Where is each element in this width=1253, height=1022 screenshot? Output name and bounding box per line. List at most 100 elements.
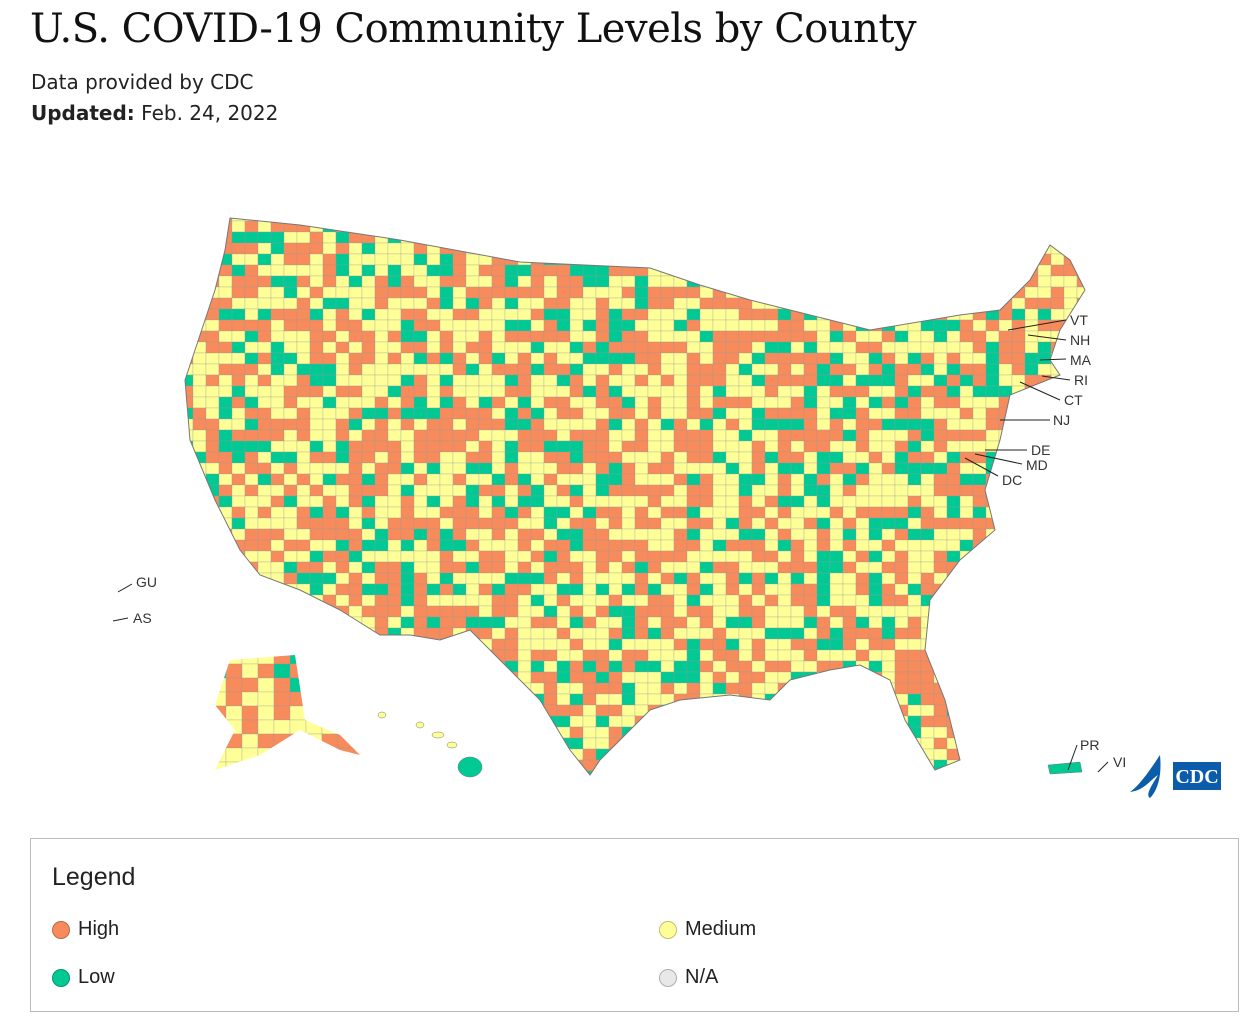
county-cell[interactable]: [296, 231, 311, 244]
county-cell[interactable]: [647, 352, 662, 365]
county-cell[interactable]: [608, 671, 623, 684]
county-cell[interactable]: [296, 407, 311, 420]
county-cell[interactable]: [439, 583, 454, 596]
county-cell[interactable]: [309, 572, 324, 585]
county-cell[interactable]: [1050, 561, 1065, 574]
county-cell[interactable]: [218, 495, 233, 508]
county-cell[interactable]: [1011, 506, 1026, 519]
county-cell[interactable]: [855, 330, 870, 343]
county-cell[interactable]: [322, 572, 337, 585]
county-cell[interactable]: [738, 451, 753, 464]
county-cell[interactable]: [225, 705, 243, 721]
county-cell[interactable]: [309, 440, 324, 453]
county-cell[interactable]: [225, 761, 243, 776]
county-map[interactable]: VT NH MA RI CT NJ DE MD DC GU AS PR VI C…: [0, 130, 1253, 810]
county-cell[interactable]: [946, 319, 961, 332]
county-cell[interactable]: [413, 352, 428, 365]
county-cell[interactable]: [894, 561, 909, 574]
county-cell[interactable]: [270, 616, 285, 629]
county-cell[interactable]: [764, 330, 779, 343]
county-cell[interactable]: [439, 286, 454, 299]
county-cell[interactable]: [881, 550, 896, 563]
county-cell[interactable]: [647, 418, 662, 431]
county-cell[interactable]: [504, 627, 519, 640]
county-cell[interactable]: [426, 275, 441, 288]
county-cell[interactable]: [829, 583, 844, 596]
county-cell[interactable]: [309, 253, 324, 266]
county-cell[interactable]: [1011, 627, 1026, 640]
county-cell[interactable]: [647, 341, 662, 354]
county-cell[interactable]: [634, 308, 649, 321]
county-cell[interactable]: [322, 671, 337, 684]
county-cell[interactable]: [296, 649, 311, 662]
county-cell[interactable]: [296, 210, 311, 222]
county-cell[interactable]: [321, 677, 339, 693]
county-cell[interactable]: [257, 759, 272, 772]
county-cell[interactable]: [210, 677, 227, 693]
county-cell[interactable]: [803, 506, 818, 519]
county-cell[interactable]: [361, 495, 376, 508]
county-cell[interactable]: [816, 671, 831, 684]
county-cell[interactable]: [413, 660, 428, 673]
county-cell[interactable]: [244, 352, 259, 365]
county-cell[interactable]: [439, 649, 454, 662]
county-cell[interactable]: [686, 484, 701, 497]
county-cell[interactable]: [660, 605, 675, 618]
county-cell[interactable]: [608, 693, 623, 706]
county-cell[interactable]: [634, 231, 649, 244]
county-cell[interactable]: [608, 231, 623, 244]
county-cell[interactable]: [868, 418, 883, 431]
county-cell[interactable]: [439, 451, 454, 464]
county-cell[interactable]: [712, 418, 727, 431]
county-cell[interactable]: [478, 319, 493, 332]
county-cell[interactable]: [920, 605, 935, 618]
county-cell[interactable]: [751, 748, 766, 761]
county-cell[interactable]: [491, 594, 506, 607]
county-cell[interactable]: [335, 671, 350, 684]
county-cell[interactable]: [283, 451, 298, 464]
county-cell[interactable]: [1076, 594, 1090, 607]
county-cell[interactable]: [517, 220, 532, 233]
county-cell[interactable]: [855, 429, 870, 442]
county-cell[interactable]: [842, 495, 857, 508]
county-cell[interactable]: [595, 330, 610, 343]
county-cell[interactable]: [881, 627, 896, 640]
county-cell[interactable]: [205, 748, 220, 761]
county-cell[interactable]: [946, 616, 961, 629]
county-cell[interactable]: [335, 561, 350, 574]
county-cell[interactable]: [400, 583, 415, 596]
county-cell[interactable]: [894, 385, 909, 398]
county-cell[interactable]: [972, 297, 987, 310]
county-cell[interactable]: [634, 550, 649, 563]
county-cell[interactable]: [751, 275, 766, 288]
county-cell[interactable]: [504, 407, 519, 420]
county-cell[interactable]: [790, 759, 805, 772]
county-cell[interactable]: [1037, 308, 1052, 321]
county-cell[interactable]: [673, 616, 688, 629]
county-cell[interactable]: [1037, 363, 1052, 376]
county-cell[interactable]: [491, 473, 506, 486]
county-cell[interactable]: [465, 451, 480, 464]
county-cell[interactable]: [790, 572, 805, 585]
county-cell[interactable]: [387, 616, 402, 629]
county-cell[interactable]: [270, 484, 285, 497]
county-cell[interactable]: [400, 275, 415, 288]
county-cell[interactable]: [777, 330, 792, 343]
county-cell[interactable]: [231, 220, 246, 233]
county-cell[interactable]: [1024, 594, 1039, 607]
county-cell[interactable]: [1063, 495, 1078, 508]
county-cell[interactable]: [348, 770, 363, 782]
county-cell[interactable]: [920, 385, 935, 398]
county-cell[interactable]: [1011, 704, 1026, 717]
county-cell[interactable]: [309, 693, 324, 706]
county-cell[interactable]: [452, 396, 467, 409]
county-cell[interactable]: [907, 539, 922, 552]
county-cell[interactable]: [335, 363, 350, 376]
county-cell[interactable]: [270, 473, 285, 486]
county-cell[interactable]: [439, 352, 454, 365]
county-cell[interactable]: [348, 759, 363, 772]
county-cell[interactable]: [777, 528, 792, 541]
county-cell[interactable]: [1011, 572, 1026, 585]
county-cell[interactable]: [348, 627, 363, 640]
county-cell[interactable]: [972, 440, 987, 453]
